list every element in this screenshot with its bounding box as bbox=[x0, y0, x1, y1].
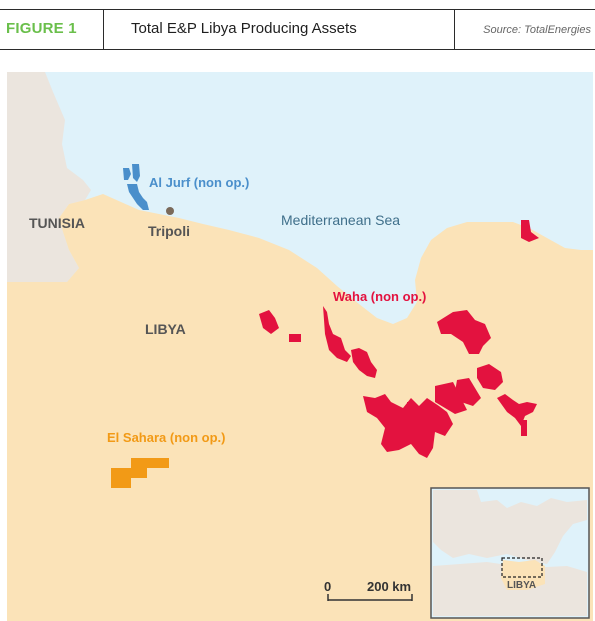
waha-label: Waha (non op.) bbox=[333, 289, 426, 304]
al-jurf-label: Al Jurf (non op.) bbox=[149, 175, 249, 190]
tunisia-land bbox=[7, 72, 91, 282]
libya-label: LIBYA bbox=[145, 321, 186, 337]
el-sahara-blocks bbox=[111, 458, 169, 488]
tripoli-marker bbox=[166, 207, 174, 215]
map: TUNISIA Tripoli Mediterranean Sea LIBYA … bbox=[7, 72, 593, 621]
el-sahara-label: El Sahara (non op.) bbox=[107, 430, 225, 445]
al-jurf-blocks bbox=[123, 164, 149, 210]
figure-title: Total E&P Libya Producing Assets bbox=[131, 20, 357, 37]
tripoli-label: Tripoli bbox=[148, 223, 190, 239]
figure-source: Source: TotalEnergies bbox=[483, 24, 591, 36]
header-rule-top bbox=[0, 9, 595, 10]
sea-label: Mediterranean Sea bbox=[281, 212, 400, 228]
inset-map: LIBYA bbox=[430, 487, 590, 619]
header-divider bbox=[454, 9, 455, 50]
scale-bar: 0 200 km bbox=[324, 579, 413, 601]
scale-end-label: 200 km bbox=[367, 579, 411, 594]
tunisia-label: TUNISIA bbox=[29, 215, 85, 231]
figure-header: FIGURE 1 Total E&P Libya Producing Asset… bbox=[0, 0, 595, 62]
header-divider bbox=[103, 9, 104, 50]
header-rule-bottom bbox=[0, 49, 595, 50]
figure-label: FIGURE 1 bbox=[6, 20, 77, 37]
waha-blocks bbox=[259, 220, 539, 458]
inset-libya-label: LIBYA bbox=[507, 580, 536, 591]
scale-start-label: 0 bbox=[324, 579, 331, 594]
